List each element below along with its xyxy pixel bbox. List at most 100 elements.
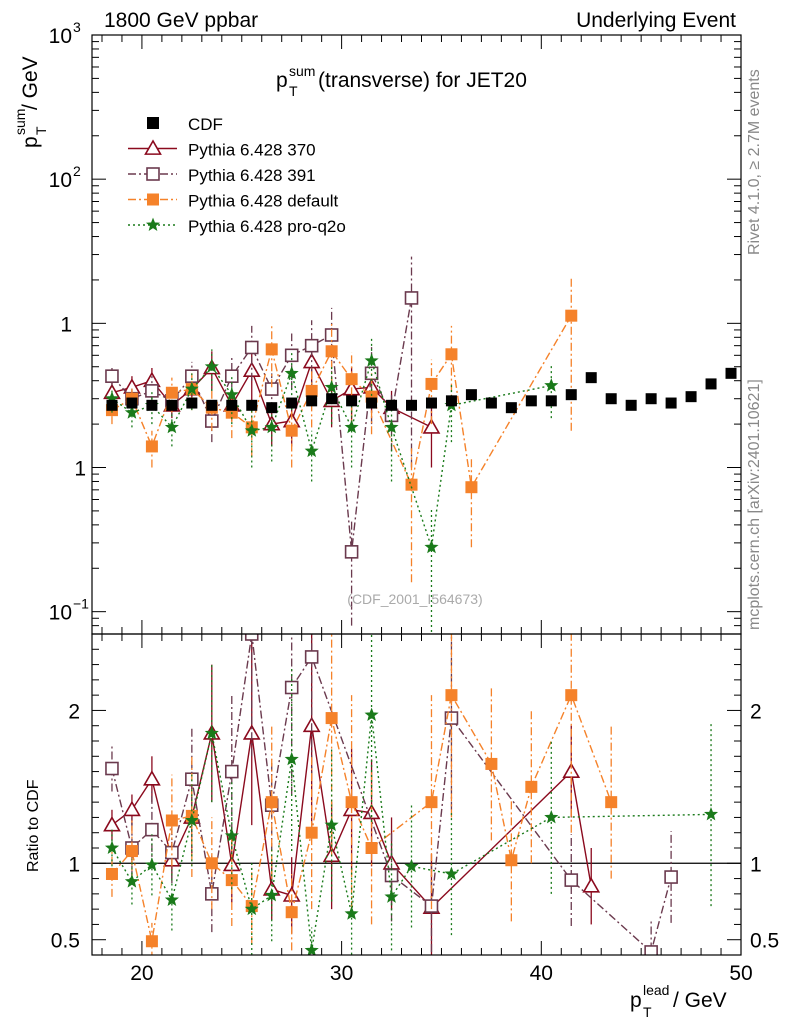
legend-marker [145, 217, 161, 231]
data-point [366, 397, 378, 409]
legend-item-p391: Pythia 6.428 391 [128, 166, 316, 185]
ylabel-rest: / GeV [19, 56, 42, 110]
ratio-point [244, 634, 259, 641]
data-point [184, 381, 199, 396]
legend-label: Pythia 6.428 pro-q2o [188, 217, 346, 236]
legend-label: Pythia 6.428 391 [188, 166, 316, 185]
data-point [465, 389, 477, 401]
data-point [404, 291, 419, 305]
data-point [465, 481, 478, 494]
data-point [405, 478, 418, 491]
ratio-point [164, 892, 179, 907]
data-point [424, 539, 439, 554]
ratio-point [285, 906, 298, 919]
ratio-point [184, 813, 199, 827]
ratio-point [445, 689, 458, 702]
ratio-y-tick-label-left: 2 [68, 700, 80, 723]
x-tick-label: 20 [130, 962, 153, 985]
title-rest: (transverse) for JET20 [318, 69, 527, 92]
ratio-point [544, 809, 559, 824]
data-point [244, 340, 259, 355]
ratio-point [704, 806, 719, 821]
series-p391 [105, 256, 419, 626]
data-point [105, 369, 119, 383]
main-y-tick-label: 10 2 [49, 163, 81, 192]
ratio-point [284, 680, 299, 695]
title-sup: sum [289, 63, 315, 79]
ratio-point [104, 840, 120, 855]
ratio-y-tick-label-left: 0.5 [51, 930, 80, 953]
data-point [445, 348, 458, 361]
data-point [306, 395, 318, 407]
series-line-pdefault [111, 315, 572, 490]
ratio-point [145, 822, 159, 837]
data-point [244, 423, 259, 437]
data-point [286, 397, 298, 409]
main-y-tick-base: 10 [49, 602, 72, 625]
data-point [565, 309, 578, 322]
ratio-point [144, 857, 159, 871]
legend-marker [144, 139, 162, 155]
title-p: p [276, 69, 288, 92]
data-point [625, 399, 637, 411]
ratio-series-pdefault [105, 634, 618, 955]
ratio-point [125, 845, 138, 858]
data-point [265, 343, 278, 356]
data-point [325, 345, 338, 358]
ratio-ylabel-text: Ratio to CDF [25, 779, 42, 872]
legend-label: Pythia 6.428 370 [188, 141, 316, 160]
legend-label: Pythia 6.428 default [188, 192, 339, 211]
ratio-y-tick-label-left: 1 [68, 853, 80, 876]
rivet-version-label: Rivet 4.1.0, ≥ 2.7M events [746, 69, 763, 255]
ylabel-p: p [19, 136, 42, 148]
legend-item-pq2o: Pythia 6.428 pro-q2o [128, 217, 346, 236]
data-point [124, 405, 139, 419]
data-point [386, 399, 398, 411]
legend-item-cdf: CDF [147, 115, 223, 134]
data-point [585, 372, 597, 384]
data-point [445, 395, 457, 407]
ratio-point [664, 870, 678, 884]
data-point [384, 419, 399, 434]
ratio-point [425, 796, 438, 809]
data-point [425, 397, 437, 409]
data-point [645, 393, 657, 405]
ratio-panel-frame [91, 633, 742, 956]
mcplots-label: mcplots.cern.ch [arXiv:2401.10621] [746, 379, 763, 630]
data-point [165, 386, 178, 399]
data-point [565, 389, 577, 401]
data-point [285, 424, 298, 437]
data-point [246, 399, 258, 411]
data-point [705, 378, 717, 390]
data-point [344, 545, 359, 559]
data-point [485, 397, 497, 409]
data-point [264, 419, 279, 434]
ratio-point [485, 757, 498, 770]
data-point [685, 391, 697, 403]
ratio-panel-data [92, 634, 741, 955]
data-point [204, 359, 219, 373]
data-point [605, 393, 617, 405]
ratio-point [284, 751, 299, 766]
data-point [206, 399, 218, 411]
ratio-point [565, 689, 578, 702]
data-point [126, 397, 138, 409]
ratio-y-tick-label-right: 1 [750, 853, 762, 876]
series-pdefault [105, 277, 578, 583]
data-point [345, 373, 358, 386]
data-point [364, 353, 379, 367]
data-point [304, 443, 319, 458]
ratio-point [525, 780, 538, 793]
data-point [166, 399, 178, 411]
main-panel-data [103, 256, 737, 634]
data-point [224, 369, 239, 383]
ratio-point [345, 796, 358, 809]
main-title: p sum T (transverse) for JET20 [276, 63, 527, 99]
main-y-tick-label-one: 1 [74, 458, 86, 481]
data-point [422, 418, 441, 434]
main-y-tick-label: 10 3 [49, 19, 81, 48]
title-sub: T [289, 83, 298, 99]
ratio-point [384, 889, 399, 903]
